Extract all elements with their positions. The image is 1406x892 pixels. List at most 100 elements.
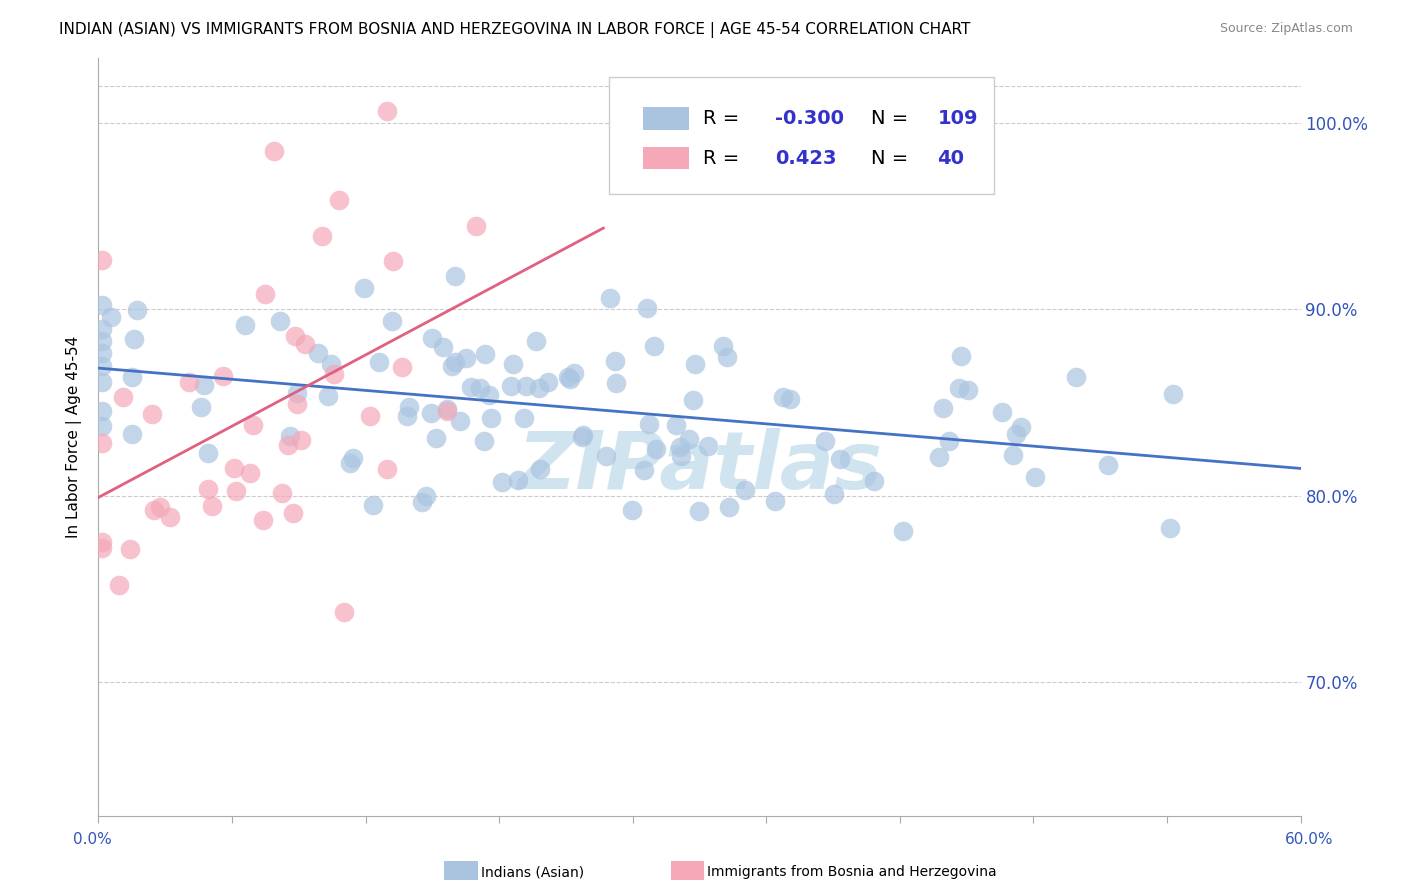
- Point: [201, 500, 224, 514]
- Point: [891, 524, 914, 538]
- Point: [121, 370, 143, 384]
- Point: [193, 378, 215, 392]
- Point: [1064, 370, 1087, 384]
- Point: [479, 411, 502, 425]
- Point: [342, 450, 364, 465]
- Point: [1002, 448, 1025, 462]
- Point: [665, 417, 688, 432]
- Point: [1161, 387, 1184, 401]
- Point: [711, 339, 734, 353]
- Point: [772, 390, 794, 404]
- Point: [91, 334, 114, 348]
- Point: [562, 367, 585, 381]
- Point: [285, 397, 308, 411]
- Point: [621, 503, 644, 517]
- Point: [252, 513, 274, 527]
- Point: [863, 474, 886, 488]
- Point: [537, 376, 560, 390]
- Text: ZIPatlas: ZIPatlas: [517, 428, 882, 507]
- Point: [595, 449, 617, 463]
- Point: [112, 390, 135, 404]
- Point: [149, 500, 172, 515]
- Point: [381, 314, 404, 328]
- Point: [91, 404, 114, 418]
- Point: [449, 414, 471, 428]
- Point: [91, 346, 114, 360]
- Point: [633, 463, 655, 477]
- Point: [643, 339, 665, 353]
- Text: -0.300: -0.300: [775, 109, 844, 128]
- Point: [100, 310, 122, 324]
- Point: [91, 436, 114, 450]
- Text: 60.0%: 60.0%: [1285, 832, 1333, 847]
- Point: [281, 507, 304, 521]
- Point: [444, 354, 467, 368]
- Point: [669, 449, 692, 463]
- Point: [603, 353, 626, 368]
- Point: [239, 467, 262, 481]
- Point: [177, 376, 200, 390]
- Point: [91, 375, 114, 389]
- Point: [468, 381, 491, 395]
- Point: [277, 438, 299, 452]
- Text: N =: N =: [872, 149, 908, 168]
- Point: [572, 428, 595, 442]
- Text: 0.0%: 0.0%: [73, 832, 112, 847]
- Point: [636, 301, 658, 316]
- Bar: [643, 107, 689, 130]
- Point: [454, 351, 477, 365]
- Point: [285, 386, 308, 401]
- Point: [278, 429, 301, 443]
- Point: [605, 376, 627, 391]
- Point: [436, 402, 458, 417]
- Point: [696, 440, 718, 454]
- Point: [269, 314, 291, 328]
- Point: [734, 483, 756, 497]
- Point: [828, 451, 851, 466]
- Point: [571, 430, 593, 444]
- Point: [307, 345, 329, 359]
- Y-axis label: In Labor Force | Age 45-54: In Labor Force | Age 45-54: [66, 336, 82, 538]
- Point: [398, 400, 420, 414]
- Text: Indians (Asian): Indians (Asian): [481, 865, 583, 880]
- Point: [669, 441, 692, 455]
- Point: [91, 297, 114, 311]
- Point: [558, 372, 581, 386]
- Point: [949, 350, 972, 364]
- Point: [957, 383, 980, 397]
- Point: [1010, 420, 1032, 434]
- Point: [391, 359, 413, 374]
- Point: [368, 354, 391, 368]
- Point: [682, 393, 704, 408]
- Point: [91, 359, 114, 374]
- Point: [375, 104, 398, 119]
- Point: [688, 504, 710, 518]
- Point: [322, 368, 344, 382]
- Point: [823, 486, 845, 500]
- Point: [91, 418, 114, 433]
- Point: [683, 357, 706, 371]
- Point: [1005, 427, 1028, 442]
- Point: [1024, 470, 1046, 484]
- Text: 40: 40: [938, 149, 965, 168]
- Point: [91, 253, 114, 268]
- Point: [159, 510, 181, 524]
- Text: Immigrants from Bosnia and Herzegovina: Immigrants from Bosnia and Herzegovina: [707, 865, 997, 880]
- Point: [814, 434, 837, 449]
- Text: N =: N =: [872, 109, 908, 128]
- Text: Source: ZipAtlas.com: Source: ZipAtlas.com: [1219, 22, 1353, 36]
- Point: [599, 291, 621, 305]
- Point: [717, 500, 740, 514]
- Point: [506, 473, 529, 487]
- Point: [515, 379, 537, 393]
- Point: [108, 578, 131, 592]
- Point: [143, 503, 166, 517]
- Point: [332, 605, 354, 619]
- Point: [242, 417, 264, 432]
- Point: [263, 144, 285, 158]
- Bar: [643, 146, 689, 169]
- Point: [125, 303, 148, 318]
- Point: [233, 318, 256, 333]
- Point: [290, 434, 312, 448]
- Point: [432, 340, 454, 354]
